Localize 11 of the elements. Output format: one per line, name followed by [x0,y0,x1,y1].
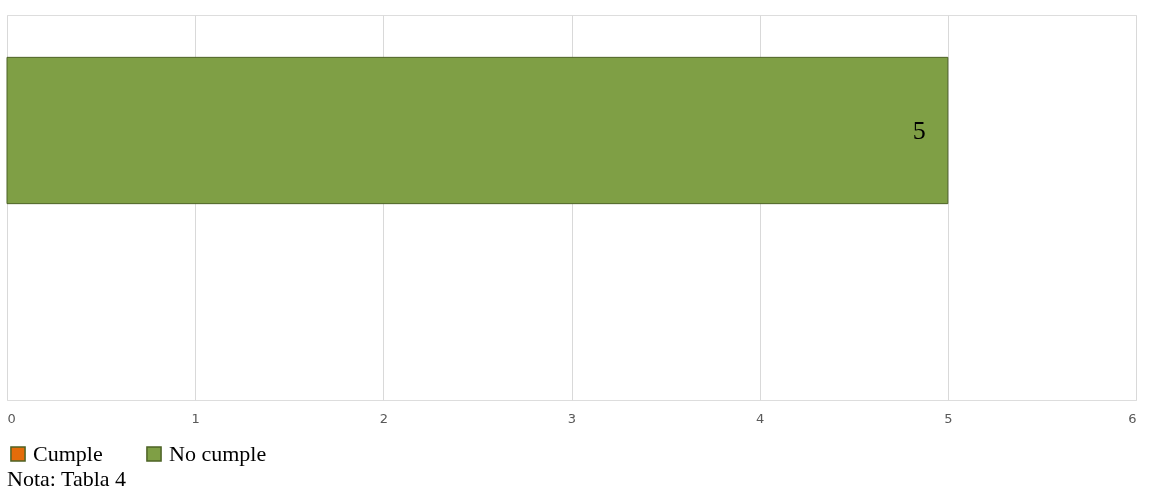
x-tick-label: 6 [1128,410,1137,426]
data-label: 5 [912,115,926,145]
legend-label: No cumple [169,441,267,466]
legend-label: Cumple [33,441,103,466]
x-tick-label: 5 [944,410,953,426]
x-tick-label: 1 [191,410,200,426]
x-tick-label: 0 [7,410,16,426]
x-tick-label: 4 [756,410,765,426]
x-tick-label: 3 [567,410,577,426]
x-tick-label: 2 [379,410,388,426]
text: Nota: Tabla 4 [7,466,127,491]
